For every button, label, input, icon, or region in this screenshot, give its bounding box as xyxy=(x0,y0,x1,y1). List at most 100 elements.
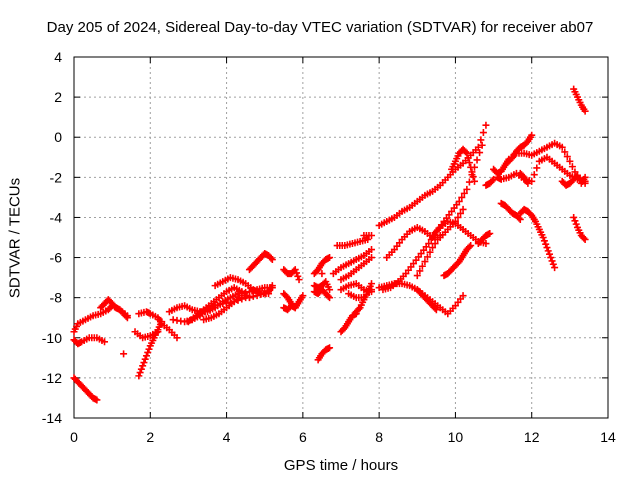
data-series xyxy=(333,236,372,250)
data-point xyxy=(490,175,498,183)
data-point xyxy=(568,163,576,171)
y-tick-label: -4 xyxy=(50,209,63,225)
data-point xyxy=(540,237,548,245)
data-point xyxy=(580,234,588,242)
plot-frame xyxy=(73,56,609,419)
data-point xyxy=(464,154,472,162)
data-point xyxy=(368,280,376,288)
data-series xyxy=(360,231,376,239)
y-tick-label: -10 xyxy=(42,330,62,346)
x-tick-label: 4 xyxy=(223,429,231,445)
data-point xyxy=(488,177,496,185)
data-point xyxy=(482,240,490,248)
y-tick-label: 4 xyxy=(54,49,62,65)
data-series xyxy=(70,334,109,348)
data-point xyxy=(543,244,551,252)
data-series xyxy=(70,374,101,404)
data-point xyxy=(253,292,261,300)
data-series xyxy=(516,205,559,272)
data-series xyxy=(413,231,444,280)
data-point xyxy=(426,248,434,256)
data-point xyxy=(469,173,477,181)
data-series xyxy=(474,229,494,248)
data-point xyxy=(429,244,437,252)
y-tick-label: -14 xyxy=(42,410,62,426)
data-series xyxy=(516,169,532,187)
data-point xyxy=(581,173,589,181)
data-point xyxy=(479,129,487,137)
data-point xyxy=(482,121,490,129)
data-point xyxy=(141,355,149,363)
data-series xyxy=(280,302,299,314)
data-point xyxy=(355,305,363,313)
data-point xyxy=(413,272,421,280)
data-point xyxy=(421,258,429,266)
data-point xyxy=(173,334,181,342)
data-series xyxy=(318,270,326,278)
data-point xyxy=(460,189,468,197)
chart-title: Day 205 of 2024, Sidereal Day-to-day VTE… xyxy=(46,19,594,36)
data-series xyxy=(413,286,440,314)
data-point xyxy=(524,179,532,187)
data-series xyxy=(558,171,589,189)
data-series xyxy=(97,296,131,322)
data-series xyxy=(570,213,589,244)
x-tick-label: 0 xyxy=(70,429,78,445)
data-point xyxy=(570,213,578,221)
data-point xyxy=(471,177,478,185)
data-point xyxy=(416,267,424,275)
data-series xyxy=(280,266,303,284)
data-point xyxy=(136,369,144,377)
data-point xyxy=(551,264,559,272)
data-point xyxy=(326,286,334,294)
data-point xyxy=(455,197,463,205)
data-point xyxy=(516,215,524,223)
data-point xyxy=(139,362,147,370)
data-point xyxy=(473,156,481,164)
data-point xyxy=(561,148,569,156)
data-point xyxy=(571,217,579,225)
data-series xyxy=(375,280,467,318)
data-series xyxy=(314,344,334,364)
data-point xyxy=(476,149,484,157)
data-series xyxy=(211,274,273,298)
data-series xyxy=(505,131,536,165)
data-point xyxy=(454,213,462,221)
data-point xyxy=(267,254,275,262)
data-point xyxy=(467,242,475,250)
data-point xyxy=(477,136,485,144)
x-tick-label: 12 xyxy=(524,429,540,445)
data-point xyxy=(318,270,326,278)
data-point xyxy=(431,240,439,248)
data-series xyxy=(429,217,490,248)
data-point xyxy=(548,257,556,265)
data-point xyxy=(293,269,300,277)
data-point xyxy=(436,231,444,239)
data-point xyxy=(458,193,466,201)
data-point xyxy=(122,312,130,320)
y-tick-label: -6 xyxy=(50,250,63,266)
data-point xyxy=(581,107,589,115)
data-point xyxy=(528,131,536,139)
data-point xyxy=(295,276,303,284)
data-point xyxy=(140,359,148,367)
data-point xyxy=(474,143,482,151)
data-point xyxy=(291,304,299,312)
data-point xyxy=(539,234,547,241)
data-point xyxy=(326,254,334,262)
data-point xyxy=(238,292,246,300)
data-point xyxy=(457,209,465,217)
data-point xyxy=(467,163,475,171)
y-tick-label: -8 xyxy=(50,290,63,306)
data-point xyxy=(268,256,276,264)
data-series xyxy=(245,250,276,274)
data-point xyxy=(478,141,486,149)
data-point xyxy=(558,143,566,151)
x-tick-label: 6 xyxy=(299,429,307,445)
data-series xyxy=(337,310,360,336)
data-series xyxy=(337,280,376,296)
data-series xyxy=(184,284,253,326)
data-series xyxy=(375,121,490,229)
y-tick-label: -12 xyxy=(42,370,62,386)
x-axis-label: GPS time / hours xyxy=(283,457,399,474)
